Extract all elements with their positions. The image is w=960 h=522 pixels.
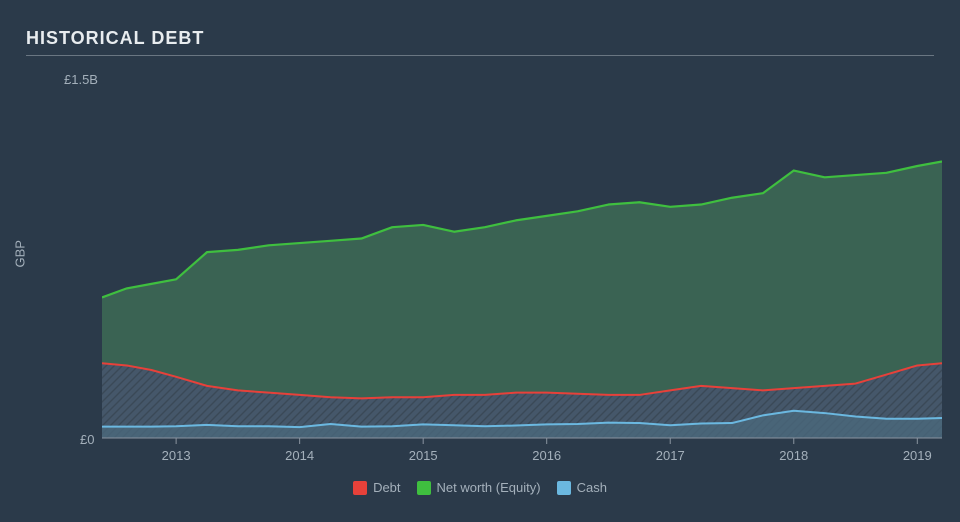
- plot-area: [102, 98, 942, 438]
- x-tick-label: 2014: [285, 448, 314, 463]
- legend-label: Net worth (Equity): [437, 480, 541, 495]
- legend-item: Net worth (Equity): [417, 480, 541, 495]
- legend-label: Debt: [373, 480, 400, 495]
- legend-swatch: [417, 481, 431, 495]
- title-underline: [26, 55, 934, 56]
- area-chart-svg: [102, 98, 942, 448]
- x-tick-label: 2019: [903, 448, 932, 463]
- legend-swatch: [557, 481, 571, 495]
- x-tick-label: 2013: [162, 448, 191, 463]
- y-max-label: £1.5B: [64, 72, 98, 87]
- chart-container: HISTORICAL DEBT £1.5B £0 GBP 20132014201…: [0, 0, 960, 522]
- x-tick-label: 2015: [409, 448, 438, 463]
- x-axis-labels: 2013 2014 2015 2016 2017 2018 2019: [102, 448, 942, 468]
- x-tick-label: 2016: [532, 448, 561, 463]
- chart-title: HISTORICAL DEBT: [26, 28, 940, 55]
- legend-swatch: [353, 481, 367, 495]
- legend-item: Cash: [557, 480, 607, 495]
- legend: Debt Net worth (Equity) Cash: [0, 480, 960, 498]
- y-axis-label: GBP: [13, 240, 28, 267]
- legend-label: Cash: [577, 480, 607, 495]
- legend-item: Debt: [353, 480, 400, 495]
- x-tick-label: 2018: [779, 448, 808, 463]
- x-tick-label: 2017: [656, 448, 685, 463]
- y-min-label: £0: [80, 432, 94, 447]
